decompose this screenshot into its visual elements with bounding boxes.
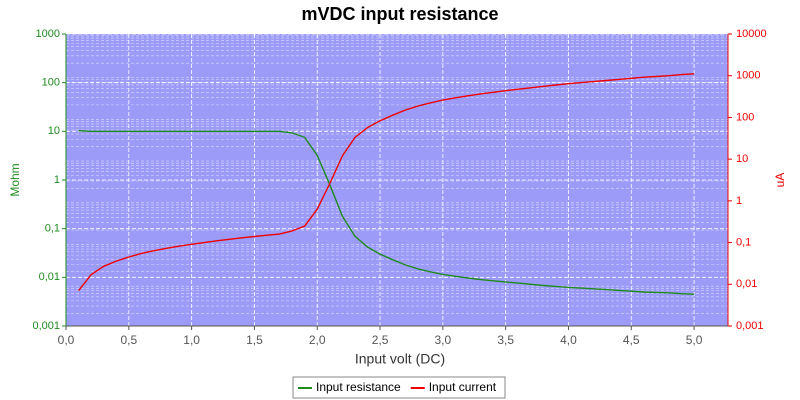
x-tick-label: 0,0 — [58, 333, 75, 347]
x-tick-label: 2,0 — [309, 333, 326, 347]
chart-title: mVDC input resistance — [301, 4, 498, 24]
legend-label: Input current — [429, 380, 497, 394]
y-tick-label: 0,1 — [45, 223, 60, 235]
y-tick-label: 1000 — [36, 28, 60, 40]
x-tick-label: 1,5 — [246, 333, 263, 347]
y2-axis-label: uA — [773, 173, 787, 188]
y-tick-label: 0,001 — [32, 320, 60, 332]
legend-box — [292, 376, 506, 399]
legend-label: Input resistance — [316, 380, 401, 394]
y2-tick-label: 1 — [736, 195, 742, 207]
y2-tick-label: 10000 — [736, 28, 767, 40]
y-tick-label: 1 — [54, 174, 60, 186]
x-tick-label: 3,5 — [497, 333, 514, 347]
y-tick-label: 10 — [48, 125, 60, 137]
y2-tick-label: 1000 — [736, 70, 760, 82]
y2-tick-label: 0,01 — [736, 278, 757, 290]
y-axis-label: Mohm — [8, 163, 22, 196]
x-tick-label: 4,0 — [560, 333, 577, 347]
data-line — [78, 73, 695, 292]
x-tick-label: 3,0 — [435, 333, 452, 347]
x-axis-label: Input volt (DC) — [355, 351, 445, 367]
x-tick-label: 0,5 — [120, 333, 137, 347]
x-tick-label: 4,5 — [623, 333, 640, 347]
x-tick-label: 5,0 — [686, 333, 703, 347]
y-tick-label: 0,01 — [39, 271, 60, 283]
data-line — [78, 130, 695, 295]
y2-tick-label: 0,1 — [736, 236, 751, 248]
y-tick-label: 100 — [42, 77, 60, 89]
y2-tick-label: 10 — [736, 153, 748, 165]
y2-tick-label: 0,001 — [736, 320, 764, 332]
y2-tick-label: 100 — [736, 111, 754, 123]
x-tick-label: 1,0 — [183, 333, 200, 347]
x-tick-label: 2,5 — [372, 333, 389, 347]
